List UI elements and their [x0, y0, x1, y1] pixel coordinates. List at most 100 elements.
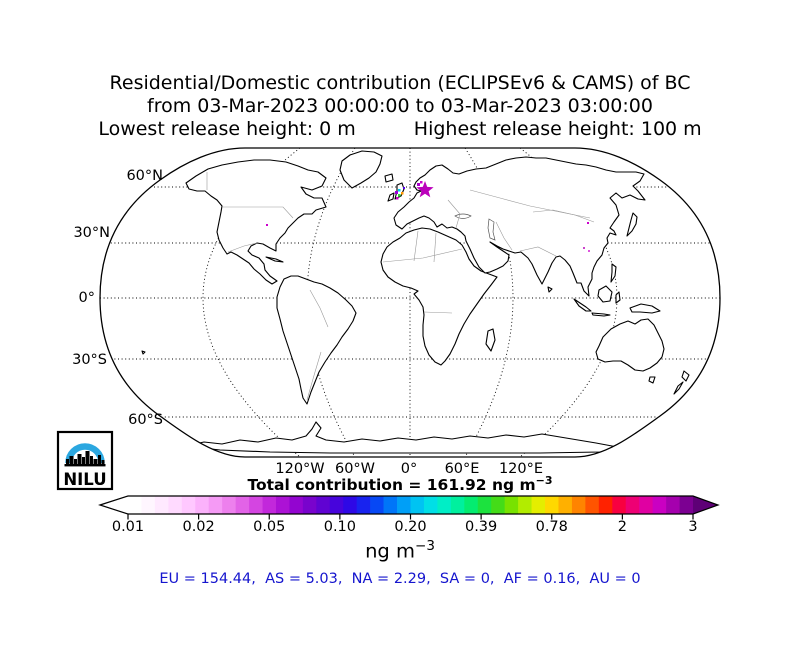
- colorbar-step: [464, 496, 479, 514]
- hotspot-dot: [401, 192, 404, 195]
- map-plot: [99, 147, 721, 458]
- country-borders: [206, 172, 595, 401]
- hotspot-dot: [396, 197, 399, 200]
- colorbar-step: [222, 496, 236, 514]
- colorbar: [98, 495, 720, 520]
- landmass-madagascar: [485, 328, 496, 352]
- nilu-logo: NILU: [56, 430, 114, 491]
- longitude-label: 0°: [400, 461, 418, 477]
- colorbar-step: [598, 496, 613, 514]
- landmass-borneo: [597, 285, 613, 303]
- colorbar-step: [410, 496, 425, 514]
- colorbar-tick-label: 3: [688, 519, 698, 535]
- colorbar-tick-label: 0.78: [535, 519, 568, 535]
- latitude-label: 30°S: [72, 352, 107, 368]
- colorbar-tick-label: 0.20: [394, 519, 427, 535]
- latitude-label: 60°N: [126, 168, 163, 184]
- colorbar-unit-label: ng m−3: [365, 538, 435, 563]
- hotspot-dot: [417, 183, 420, 186]
- hotspot-dot: [398, 194, 401, 197]
- landmass-sumatra: [573, 298, 592, 312]
- colorbar-step: [423, 496, 438, 514]
- title-line-2: from 03-Mar-2023 00:00:00 to 03-Mar-2023…: [147, 95, 653, 117]
- colorbar-step: [141, 496, 156, 514]
- colorbar-step: [235, 496, 250, 514]
- continents: [141, 150, 690, 454]
- lowest-release-height: Lowest release height: 0 m: [98, 118, 356, 140]
- colorbar-step: [625, 496, 640, 514]
- landmass-greenland: [339, 150, 383, 189]
- colorbar-step: [679, 496, 694, 514]
- landmass-new-guinea: [629, 303, 661, 314]
- landmass-sri-lanka: [547, 286, 553, 293]
- hotspot-dot: [587, 222, 589, 224]
- colorbar-step: [195, 496, 210, 514]
- colorbar-step: [397, 496, 411, 514]
- colorbar-step: [329, 496, 344, 514]
- colorbar-step: [491, 496, 506, 514]
- colorbar-step: [531, 496, 546, 514]
- colorbar-step: [504, 496, 519, 514]
- colorbar-tick-label: 0.01: [111, 519, 145, 535]
- hotspot-dot: [395, 191, 398, 194]
- hotspots: [266, 181, 590, 252]
- colorbar-step: [639, 496, 653, 514]
- colorbar-step: [154, 496, 169, 514]
- logo-text: NILU: [63, 470, 106, 489]
- colorbar-step: [545, 496, 559, 514]
- map-outline: [99, 147, 721, 458]
- total-contribution: Total contribution = 161.92 ng m−3: [247, 474, 553, 495]
- colorbar-step: [168, 496, 183, 514]
- colorbar-step: [383, 496, 398, 514]
- colorbar-step: [275, 496, 290, 514]
- colorbar-step: [343, 496, 358, 514]
- colorbar-step: [128, 496, 142, 514]
- colorbar-step: [370, 496, 384, 514]
- colorbar-step: [585, 496, 600, 514]
- region-contributions: EU = 154.44, AS = 5.03, NA = 2.29, SA = …: [159, 571, 641, 587]
- colorbar-step: [262, 496, 277, 514]
- landmass-ireland: [387, 192, 395, 202]
- longitude-label: 120°W: [275, 461, 325, 477]
- hotspot-star: [416, 181, 434, 198]
- colorbar-step: [437, 496, 452, 514]
- colorbar-step: [571, 496, 586, 514]
- landmass-australia: [595, 318, 665, 372]
- landmass-new-zealand-north: [681, 370, 690, 382]
- latitude-label: 0°: [78, 290, 95, 306]
- hotspot-dot: [583, 247, 585, 249]
- landmass-sulawesi: [615, 291, 621, 304]
- colorbar-step: [612, 496, 627, 514]
- colorbar-step: [477, 496, 492, 514]
- release-heights-line: Lowest release height: 0 m Highest relea…: [0, 118, 800, 140]
- colorbar-step: [302, 496, 317, 514]
- hotspot-dot: [398, 189, 401, 192]
- landmass-cuba: [265, 256, 284, 263]
- colorbar-tick-label: 2: [617, 519, 627, 535]
- landmass-north-america: [185, 159, 327, 285]
- logo-skyline-icon: [64, 451, 106, 467]
- colorbar-tick-label: 0.10: [323, 519, 357, 535]
- latitude-label: 60°S: [128, 412, 163, 428]
- colorbar-step: [181, 496, 196, 514]
- colorbar-tick-marks: [127, 514, 694, 520]
- landmass-japan: [626, 212, 638, 237]
- colorbar-tick-label: 0.05: [253, 519, 286, 535]
- landmass-antarctica: [185, 421, 625, 454]
- landmass-africa: [380, 227, 498, 366]
- landmass-java: [591, 312, 611, 317]
- landmass-tasmania: [648, 376, 656, 384]
- colorbar-left-arrow: [100, 496, 128, 514]
- colorbar-step: [208, 496, 223, 514]
- caspian-sea: [487, 218, 496, 241]
- colorbar-step: [450, 496, 465, 514]
- colorbar-step: [289, 496, 304, 514]
- latitude-label: 30°N: [73, 225, 110, 241]
- landmass-iceland: [384, 173, 394, 183]
- colorbar-step: [666, 496, 680, 514]
- colorbar-step: [518, 496, 532, 514]
- landmass-hawaii: [141, 350, 146, 355]
- highest-release-height: Highest release height: 100 m: [413, 118, 702, 140]
- colorbar-step: [652, 496, 667, 514]
